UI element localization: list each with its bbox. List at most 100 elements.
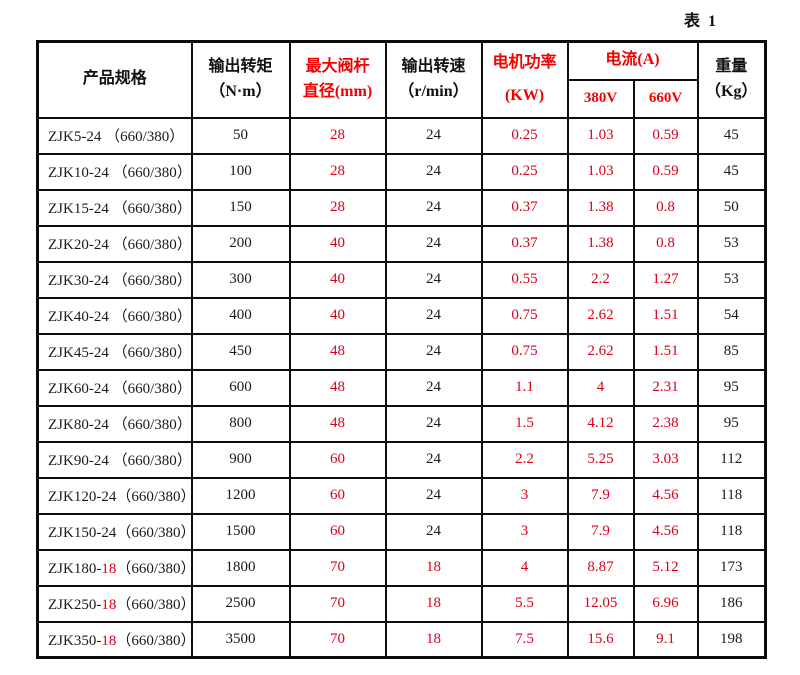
current-380v-cell: 7.9 — [566, 476, 635, 515]
table-row: ZJK150-24（660/380） 1500 60 24 3 7.9 4.56 118 — [36, 512, 767, 551]
current-660v-cell: 1.51 — [632, 332, 699, 371]
weight-cell: 53 — [696, 260, 767, 299]
model-voltage-suffix: （660/380） — [116, 561, 192, 577]
motor-power-cell: 0.55 — [480, 260, 569, 299]
stem-diameter-cell: 40 — [288, 296, 387, 335]
current-660v-cell: 5.12 — [632, 548, 699, 587]
motor-power-cell: 7.5 — [480, 620, 569, 659]
current-660v-cell: 3.03 — [632, 440, 699, 479]
motor-power-cell: 0.25 — [480, 152, 569, 191]
current-660v-cell: 4.56 — [632, 476, 699, 515]
stem-diameter-cell: 60 — [288, 440, 387, 479]
motor-power-cell: 5.5 — [480, 584, 569, 623]
model-voltage-suffix: （660/380） — [112, 237, 192, 253]
table-row: ZJK10-24 （660/380） 100 28 24 0.25 1.03 0.59 45 — [36, 152, 767, 191]
motor-power-cell: 3 — [480, 512, 569, 551]
model-name: ZJK120-24 — [48, 489, 117, 505]
output-speed-cell: 24 — [384, 224, 483, 263]
weight-cell: 53 — [696, 224, 767, 263]
spec-table: 产品规格 输出转矩 （N·m） 最大阀杆 直径(mm) 输出转速 （r/min）… — [36, 40, 767, 659]
table-row: ZJK15-24 （660/380） 150 28 24 0.37 1.38 0.8 50 — [36, 188, 767, 227]
col-header-current-label: 电流(A) — [605, 51, 660, 69]
output-speed-cell: 18 — [384, 548, 483, 587]
model-name: ZJK10-24 — [48, 165, 113, 181]
output-torque-cell: 150 — [190, 188, 291, 227]
output-speed-cell: 24 — [384, 512, 483, 551]
output-speed-cell: 24 — [384, 368, 483, 407]
table-caption: 表 1 — [684, 13, 719, 30]
output-torque-cell: 450 — [190, 332, 291, 371]
current-380v-cell: 1.03 — [566, 152, 635, 191]
output-torque-cell: 1200 — [190, 476, 291, 515]
product-spec-cell: ZJK10-24 （660/380） — [36, 152, 193, 191]
product-spec-cell: ZJK60-24 （660/380） — [36, 368, 193, 407]
output-torque-cell: 50 — [190, 116, 291, 155]
current-380v-cell: 8.87 — [566, 548, 635, 587]
stem-diameter-cell: 28 — [288, 116, 387, 155]
stem-diameter-cell: 28 — [288, 188, 387, 227]
output-torque-cell: 100 — [190, 152, 291, 191]
col-header-output-torque-line2: （N·m） — [209, 82, 272, 100]
weight-cell: 173 — [696, 548, 767, 587]
stem-diameter-cell: 48 — [288, 368, 387, 407]
col-header-output-speed: 输出转速 （r/min） — [384, 40, 483, 119]
output-speed-cell: 24 — [384, 296, 483, 335]
model-voltage-suffix: （660/380） — [116, 597, 192, 613]
product-spec-cell: ZJK180-18（660/380） — [36, 548, 193, 587]
model-voltage-suffix: （660/380） — [116, 525, 192, 541]
current-380v-cell: 2.62 — [566, 332, 635, 371]
col-header-380v: 380V — [566, 78, 635, 119]
table-row: ZJK80-24 （660/380） 800 48 24 1.5 4.12 2.38 95 — [36, 404, 767, 443]
col-header-motor-power-line1: 电机功率 — [492, 53, 557, 71]
table-row: ZJK20-24 （660/380） 200 40 24 0.37 1.38 0.8 53 — [36, 224, 767, 263]
table-row: ZJK5-24 （660/380） 50 28 24 0.25 1.03 0.59 45 — [36, 116, 767, 155]
motor-power-cell: 0.75 — [480, 296, 569, 335]
product-spec-cell: ZJK120-24（660/380） — [36, 476, 193, 515]
current-380v-cell: 1.03 — [566, 116, 635, 155]
output-speed-cell: 24 — [384, 332, 483, 371]
current-380v-cell: 5.25 — [566, 440, 635, 479]
product-spec-cell: ZJK90-24 （660/380） — [36, 440, 193, 479]
weight-cell: 118 — [696, 512, 767, 551]
col-header-output-torque: 输出转矩 （N·m） — [190, 40, 291, 119]
current-380v-cell: 4.12 — [566, 404, 635, 443]
product-spec-cell: ZJK350-18（660/380） — [36, 620, 193, 659]
weight-cell: 85 — [696, 332, 767, 371]
model-voltage-suffix: （660/380） — [112, 165, 192, 181]
motor-power-cell: 0.37 — [480, 224, 569, 263]
output-speed-cell: 24 — [384, 152, 483, 191]
current-660v-cell: 6.96 — [632, 584, 699, 623]
model-voltage-suffix: （660/380） — [116, 632, 192, 649]
table-row: ZJK180-18（660/380） 1800 70 18 4 8.87 5.12 173 — [36, 548, 767, 587]
current-660v-cell: 0.8 — [632, 188, 699, 227]
model-name: ZJK40-24 — [48, 309, 113, 325]
col-header-weight-line1: 重量 — [715, 57, 748, 75]
col-header-product-spec-label: 产品规格 — [82, 70, 147, 88]
motor-power-cell: 0.25 — [480, 116, 569, 155]
current-380v-cell: 4 — [566, 368, 635, 407]
model-name: ZJK90-24 — [48, 453, 113, 469]
output-torque-cell: 400 — [190, 296, 291, 335]
table-row: ZJK40-24 （660/380） 400 40 24 0.75 2.62 1.51 54 — [36, 296, 767, 335]
motor-power-cell: 1.1 — [480, 368, 569, 407]
current-380v-cell: 7.9 — [566, 512, 635, 551]
model-name: ZJK250- — [48, 597, 102, 613]
stem-diameter-cell: 70 — [288, 620, 387, 659]
current-660v-cell: 4.56 — [632, 512, 699, 551]
stem-diameter-cell: 70 — [288, 584, 387, 623]
output-torque-cell: 2500 — [190, 584, 291, 623]
weight-cell: 186 — [696, 584, 767, 623]
col-header-stem-diameter: 最大阀杆 直径(mm) — [288, 40, 387, 119]
weight-cell: 95 — [696, 404, 767, 443]
col-header-current: 电流(A) — [566, 40, 699, 81]
motor-power-cell: 1.5 — [480, 404, 569, 443]
product-spec-cell: ZJK80-24 （660/380） — [36, 404, 193, 443]
current-660v-cell: 2.31 — [632, 368, 699, 407]
model-voltage-suffix: （660/380） — [112, 309, 192, 325]
col-header-output-speed-line1: 输出转速 — [401, 57, 466, 75]
model-name: ZJK15-24 — [48, 201, 113, 217]
table-body: ZJK5-24 （660/380） 50 28 24 0.25 1.03 0.59 45 ZJK… — [36, 116, 767, 659]
output-torque-cell: 300 — [190, 260, 291, 299]
weight-cell: 118 — [696, 476, 767, 515]
motor-power-cell: 2.2 — [480, 440, 569, 479]
